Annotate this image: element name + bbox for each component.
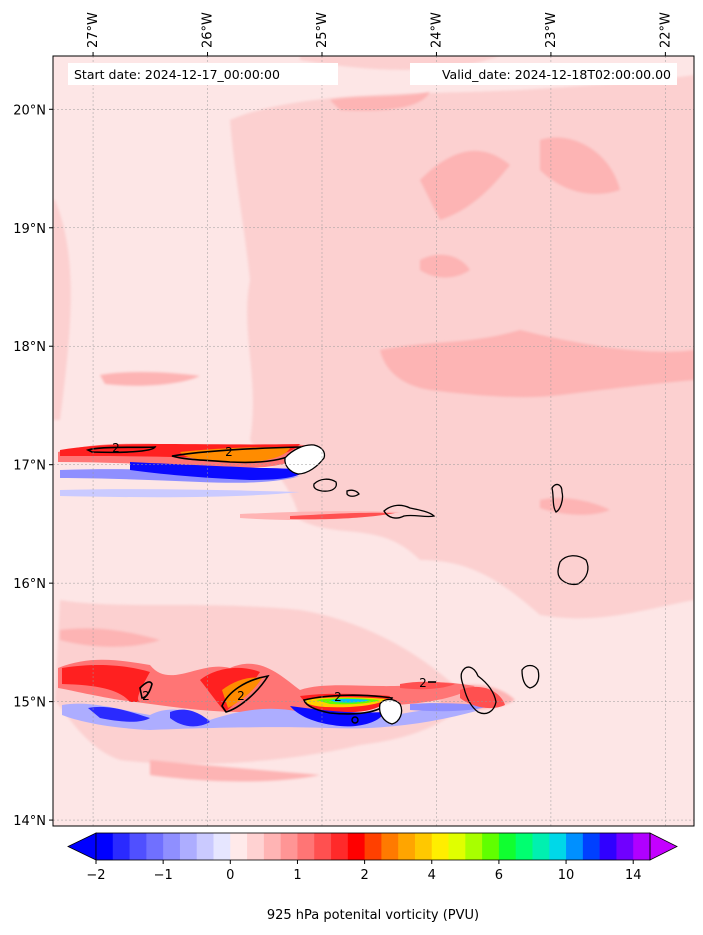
colorbar-swatch (515, 833, 533, 860)
island-sal (551, 483, 564, 513)
colorbar-frame (95, 832, 651, 861)
colorbar-swatch (448, 833, 466, 860)
contour-line-2 (139, 681, 153, 699)
colorbar-swatch (465, 833, 483, 860)
lat-tick-label: 14°N (13, 814, 46, 829)
colorbar-swatch (616, 833, 634, 860)
colorbar-swatch (532, 833, 550, 860)
start-date-label: Start date: 2024-12-17_00:00:00 (74, 67, 280, 82)
colorbar-tick-label: −2 (86, 868, 105, 883)
colorbar-swatch (230, 833, 248, 860)
lon-tick-label: 24°W (429, 12, 444, 48)
colorbar-swatch (179, 833, 198, 860)
lon-tick-label: 23°W (544, 12, 559, 48)
colorbar-swatch (582, 833, 601, 860)
map-frame (52, 55, 695, 827)
map-area: 2 2 2 2 2 2 (53, 56, 694, 826)
island-santo-antao (284, 444, 326, 475)
lat-tick-label: 16°N (13, 577, 46, 592)
colorbar-tick-label: 0 (226, 868, 234, 883)
contour-line-2 (221, 674, 270, 713)
contour-small-loop (351, 716, 359, 724)
colorbar-swatch (280, 833, 298, 860)
colorbar-swatch (146, 833, 164, 860)
colorbar-swatch (549, 833, 567, 860)
colorbar-swatch (633, 833, 651, 860)
colorbar-tick-label: 1 (293, 868, 301, 883)
colorbar-swatch (247, 833, 265, 860)
lon-tick-label: 22°W (658, 12, 673, 48)
colorbar-swatch (196, 833, 214, 860)
island-santa-luzia (346, 489, 360, 497)
colorbar-swatch (498, 833, 517, 860)
colorbar-swatch (129, 833, 147, 860)
island-fogo (378, 698, 403, 725)
colorbar-swatch (347, 833, 366, 860)
valid-date-label: Valid_date: 2024-12-18T02:00:00.00 (442, 67, 671, 82)
colorbar-swatch (331, 833, 349, 860)
colorbar-tick-label: 10 (558, 868, 575, 883)
lat-tick-label: 15°N (13, 696, 46, 711)
lat-tick-label: 18°N (13, 340, 46, 355)
colorbar-swatch (482, 833, 500, 860)
contour-line-2 (85, 446, 157, 454)
start-date-box (68, 63, 338, 85)
colorbar-tick-label: −1 (154, 868, 173, 883)
island-maio (521, 664, 540, 689)
colorbar-tick-label: 14 (625, 868, 642, 883)
latitude-axis: 20°N 19°N 18°N 17°N 16°N 15°N 14°N (13, 103, 53, 829)
island-sao-nicolau (383, 504, 436, 519)
lon-tick-label: 25°W (315, 12, 330, 48)
lat-tick-label: 17°N (13, 459, 46, 474)
island-boa-vista (557, 555, 589, 586)
colorbar-tick-label: 2 (360, 868, 368, 883)
map-gridlines (53, 56, 694, 826)
colorbar-swatch (398, 833, 416, 860)
colorbar-swatch (414, 833, 433, 860)
colorbar-extend-high (649, 832, 678, 861)
contour-label: 2 (142, 689, 150, 703)
lat-tick-label: 19°N (13, 222, 46, 237)
longitude-axis: 27°W 26°W 25°W 24°W 23°W 22°W (86, 12, 673, 56)
colorbar-swatch (599, 833, 617, 860)
contour-label: 2 (237, 689, 245, 703)
colorbar: −2 −1 0 1 2 4 6 10 14 (67, 832, 678, 883)
colorbar-swatch (112, 833, 130, 860)
colorbar-tick-label: 6 (495, 868, 503, 883)
lon-tick-label: 26°W (201, 12, 216, 48)
colorbar-swatch (263, 833, 282, 860)
colorbar-swatch (96, 833, 114, 860)
colorbar-swatch (213, 833, 231, 860)
colorbar-tick-label: 4 (428, 868, 436, 883)
colorbar-label: 925 hPa potenital vorticity (PVU) (267, 908, 479, 923)
island-santiago (460, 666, 497, 715)
island-sao-vicente (313, 478, 338, 492)
contour-label: 2 (334, 690, 342, 704)
contour-line-2 (302, 694, 394, 715)
valid-date-box (410, 63, 677, 85)
colorbar-swatch (431, 833, 449, 860)
colorbar-swatch (314, 833, 332, 860)
colorbar-swatch (364, 833, 382, 860)
colorbar-swatch (163, 833, 181, 860)
colorbar-extend-low (67, 832, 97, 861)
colorbar-swatch (566, 833, 584, 860)
lat-tick-label: 20°N (13, 103, 46, 118)
contour-label: 2 (225, 445, 233, 459)
south-pv-band (58, 659, 505, 730)
colorbar-swatch (381, 833, 399, 860)
north-pv-band (58, 443, 400, 520)
colorbar-swatch (297, 833, 315, 860)
coastlines (284, 444, 589, 725)
contour-label: 2 (112, 441, 120, 455)
lon-tick-label: 27°W (86, 12, 101, 48)
contour-label: 2 (419, 676, 427, 690)
